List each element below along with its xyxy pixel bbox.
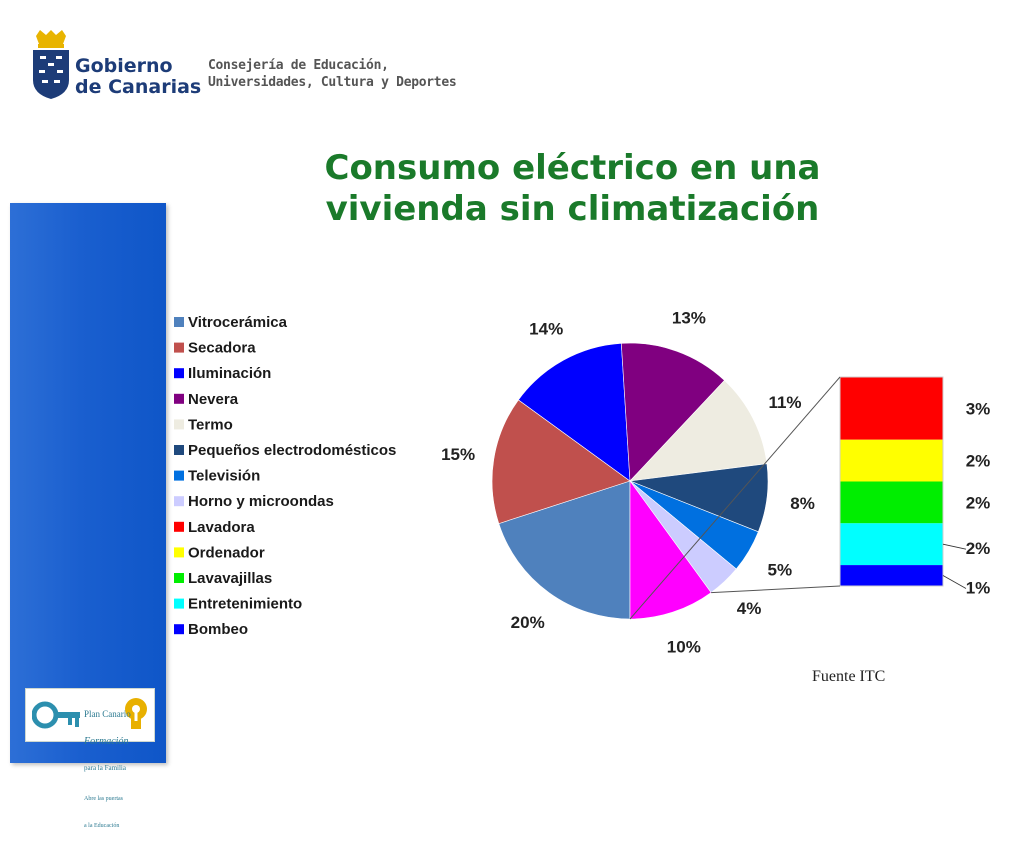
department-line2: Universidades, Cultura y Deportes [208, 75, 457, 90]
bar-segment-lavadora [840, 377, 943, 440]
pie-slice-termo [629, 379, 768, 482]
legend-label-lavavajillas: Lavavajillas [188, 570, 272, 587]
department-name: Consejería de Educación, Universidades, … [208, 57, 457, 91]
bar-leader-bombeo [942, 575, 967, 589]
legend-swatch-television [174, 470, 184, 481]
bar-label-entretenimiento: 2% [966, 539, 991, 558]
lock-icon [125, 698, 147, 729]
legend-label-entretenimiento: Entretenimiento [188, 596, 302, 613]
pie-label-television: 5% [768, 561, 793, 580]
coat-of-arms-logo [33, 30, 69, 99]
bar-label-bombeo: 1% [966, 579, 991, 598]
legend-label-termo: Termo [188, 416, 233, 433]
legend-swatch-vitroceramica [174, 317, 184, 327]
pie-label-pequenos-electrodomesticos: 8% [790, 494, 815, 513]
pie-label-iluminacion: 14% [529, 320, 563, 339]
pie-label-secadora: 15% [441, 445, 475, 464]
source-note: Fuente ITC [812, 668, 886, 685]
pie-label-horno-y-microondas: 4% [737, 599, 762, 618]
pie-label-vitroceramica: 20% [511, 613, 545, 632]
legend-swatch-horno-y-microondas [174, 496, 184, 507]
bar-label-lavadora: 3% [966, 399, 991, 418]
pie-slice-nevera [620, 342, 725, 482]
department-line1: Consejería de Educación, [208, 58, 389, 73]
bar-leader-entretenimiento [942, 543, 967, 550]
legend-label-bombeo: Bombeo [188, 621, 248, 638]
legend-label-vitroceramica: Vitrocerámica [188, 314, 288, 331]
pie-chart: Vitrocerámica Secadora Iluminación Nevera Te… [174, 308, 991, 657]
bar-label-ordenador: 2% [966, 452, 991, 471]
pie-slice-vitroceramica [498, 480, 631, 620]
legend-label-pequenos-electrodomesticos: Pequeños electrodomésticos [188, 442, 396, 459]
legend-label-secadora: Secadora [188, 340, 256, 357]
side-decoration-bar [10, 203, 166, 763]
legend-swatch-secadora [174, 342, 184, 353]
government-name-line2: de Canarias [75, 76, 202, 98]
bar-segment-lavavajillas [840, 481, 943, 524]
connector-line-top [629, 376, 841, 620]
pie-slice-iluminacion [517, 342, 631, 482]
legend-swatch-lavavajillas [174, 573, 184, 583]
legend-swatch-pequenos-electrodomesticos [174, 445, 184, 455]
legend-label-iluminacion: Iluminación [188, 365, 271, 382]
pie-label-grouped: 10% [667, 638, 701, 657]
legend-swatch-termo [174, 419, 184, 430]
legend-swatch-bombeo [174, 624, 184, 635]
legend-label-lavadora: Lavadora [188, 519, 255, 536]
legend-label-ordenador: Ordenador [188, 544, 265, 561]
legend-label-horno-y-microondas: Horno y microondas [188, 493, 334, 510]
plan-logo-line2: Formación [84, 736, 129, 747]
government-name-line1: Gobierno [75, 55, 173, 77]
pie-slice-secadora [491, 399, 631, 524]
pie-slice-grouped [629, 480, 712, 620]
bar-segment-ordenador [840, 439, 943, 482]
pie-label-termo: 11% [768, 393, 801, 412]
bar-segment-bombeo [840, 565, 943, 586]
header: Gobierno de Canarias Consejería de Educa… [0, 0, 1024, 110]
bar-outline [839, 376, 944, 587]
pie-label-nevera: 13% [672, 308, 706, 327]
chart-title: Consumo eléctrico en una vivienda sin cl… [324, 148, 821, 229]
bar-label-lavavajillas: 2% [966, 493, 991, 512]
legend-swatch-lavadora [174, 521, 184, 532]
government-name: Gobierno de Canarias [75, 56, 201, 98]
legend-label-nevera: Nevera [188, 391, 239, 408]
key-icon [32, 701, 80, 729]
legend-swatch-entretenimiento [174, 598, 184, 609]
plan-logo-line4: Abre las puertas [84, 796, 123, 802]
plan-logo-line1: Plan Canario [84, 709, 131, 719]
legend-label-television: Televisión [188, 468, 260, 485]
legend-swatch-ordenador [174, 547, 184, 558]
legend-swatch-iluminacion [174, 368, 184, 379]
plan-logo-line5: a la Educación [84, 823, 120, 829]
legend-swatch-nevera [174, 393, 184, 404]
connector-line-bottom [711, 585, 841, 594]
bar-segment-entretenimiento [840, 523, 943, 566]
